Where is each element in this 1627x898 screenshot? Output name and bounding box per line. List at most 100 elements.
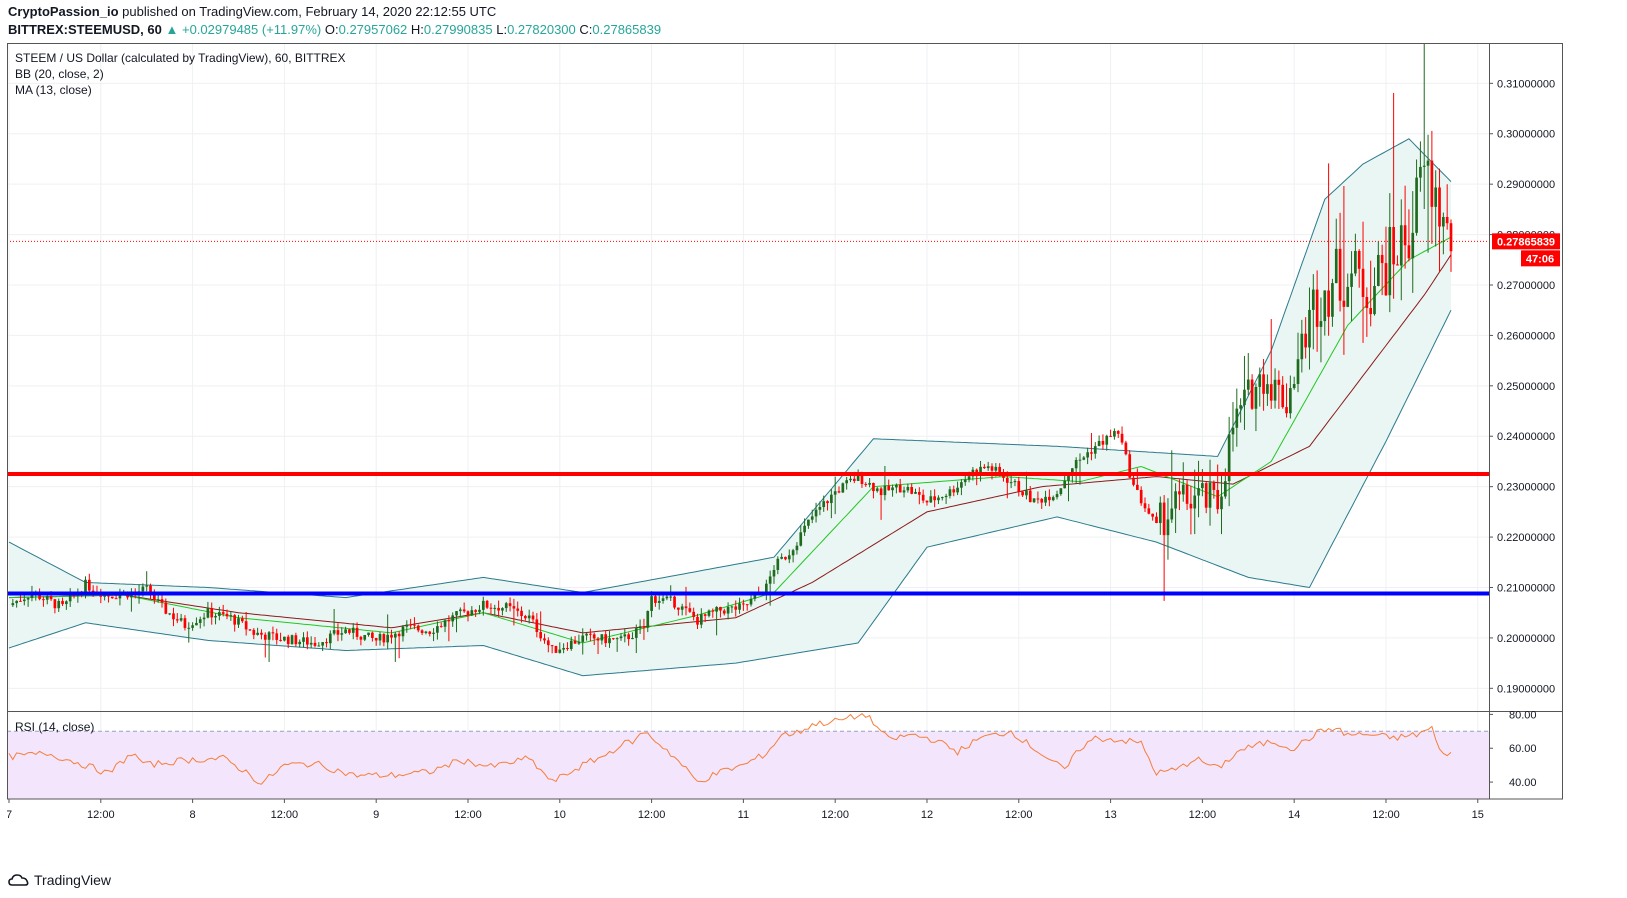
candle[interactable]: [520, 606, 523, 623]
author-name[interactable]: CryptoPassion_io: [8, 4, 119, 19]
candle[interactable]: [302, 632, 305, 648]
candle[interactable]: [1120, 426, 1124, 445]
candle[interactable]: [474, 609, 477, 617]
candle[interactable]: [1231, 402, 1235, 452]
candle[interactable]: [191, 622, 194, 631]
candle[interactable]: [1323, 290, 1327, 336]
candle[interactable]: [1086, 447, 1089, 465]
candle[interactable]: [313, 636, 317, 648]
candle[interactable]: [275, 628, 279, 645]
candle[interactable]: [612, 637, 615, 640]
candle[interactable]: [1289, 375, 1292, 419]
candle[interactable]: [110, 596, 114, 599]
candle[interactable]: [1392, 93, 1395, 299]
candle[interactable]: [895, 483, 898, 494]
candle[interactable]: [1388, 193, 1392, 313]
candle[interactable]: [390, 629, 393, 644]
candle[interactable]: [455, 611, 458, 633]
candle[interactable]: [1124, 440, 1128, 456]
candle[interactable]: [933, 489, 936, 508]
candle[interactable]: [738, 597, 741, 614]
candle[interactable]: [654, 594, 657, 607]
candle[interactable]: [1174, 483, 1177, 533]
candle[interactable]: [1116, 430, 1120, 439]
candle[interactable]: [286, 634, 290, 649]
candle[interactable]: [707, 609, 711, 618]
candle[interactable]: [917, 487, 921, 505]
candle[interactable]: [1055, 490, 1059, 500]
candle[interactable]: [1097, 435, 1101, 447]
candle[interactable]: [814, 502, 818, 523]
candle[interactable]: [1350, 251, 1353, 322]
candle[interactable]: [558, 642, 562, 654]
candle[interactable]: [195, 617, 198, 626]
candle[interactable]: [1025, 471, 1028, 500]
candle[interactable]: [1021, 490, 1024, 498]
candle[interactable]: [573, 636, 577, 644]
candle[interactable]: [1354, 233, 1357, 277]
candle[interactable]: [26, 596, 30, 607]
candle[interactable]: [879, 486, 883, 520]
candle[interactable]: [118, 588, 122, 606]
candle[interactable]: [715, 606, 718, 636]
candle[interactable]: [944, 493, 948, 504]
candle[interactable]: [692, 607, 696, 621]
candle[interactable]: [409, 618, 412, 630]
candle[interactable]: [1235, 388, 1239, 447]
candle[interactable]: [589, 628, 592, 642]
candle[interactable]: [1262, 358, 1265, 411]
candle[interactable]: [1132, 475, 1135, 487]
candle[interactable]: [168, 613, 171, 616]
candle[interactable]: [1357, 249, 1361, 288]
candle[interactable]: [229, 611, 233, 621]
candle[interactable]: [780, 553, 783, 560]
candle[interactable]: [657, 595, 661, 610]
candle[interactable]: [929, 490, 933, 503]
candle[interactable]: [1250, 374, 1254, 410]
candle[interactable]: [298, 639, 302, 648]
candle[interactable]: [699, 608, 703, 629]
candle[interactable]: [524, 614, 527, 621]
candle[interactable]: [1376, 241, 1380, 287]
candle[interactable]: [225, 609, 229, 620]
candle[interactable]: [990, 463, 994, 480]
candle[interactable]: [1082, 456, 1086, 461]
candle[interactable]: [1407, 209, 1411, 262]
candle[interactable]: [730, 605, 734, 613]
candle[interactable]: [711, 608, 715, 618]
candle[interactable]: [841, 482, 845, 493]
candle[interactable]: [1396, 255, 1399, 266]
candle[interactable]: [328, 630, 332, 649]
candle[interactable]: [1143, 497, 1147, 513]
candle[interactable]: [1266, 374, 1269, 406]
candle[interactable]: [210, 602, 214, 625]
candle[interactable]: [145, 571, 149, 592]
candle[interactable]: [248, 628, 252, 632]
candle[interactable]: [535, 613, 539, 638]
candle[interactable]: [1139, 486, 1143, 506]
candle[interactable]: [608, 631, 611, 648]
candle[interactable]: [1285, 383, 1288, 418]
candle[interactable]: [325, 638, 328, 648]
candle[interactable]: [948, 486, 952, 499]
candle[interactable]: [772, 565, 776, 584]
candle[interactable]: [61, 597, 64, 607]
candle[interactable]: [240, 615, 244, 624]
candle[interactable]: [604, 630, 608, 648]
candle[interactable]: [1338, 212, 1342, 312]
candle[interactable]: [256, 627, 259, 636]
candle[interactable]: [891, 484, 894, 497]
candle[interactable]: [306, 631, 309, 650]
candle[interactable]: [1113, 428, 1116, 440]
candle[interactable]: [1067, 474, 1070, 502]
candle[interactable]: [696, 613, 699, 630]
candle[interactable]: [481, 596, 485, 616]
candle[interactable]: [722, 608, 726, 616]
candle[interactable]: [818, 501, 822, 516]
candle[interactable]: [983, 464, 986, 469]
candle[interactable]: [65, 600, 68, 610]
candle[interactable]: [1258, 367, 1262, 407]
candle[interactable]: [382, 633, 386, 647]
candle[interactable]: [872, 482, 875, 499]
candle[interactable]: [554, 645, 558, 654]
